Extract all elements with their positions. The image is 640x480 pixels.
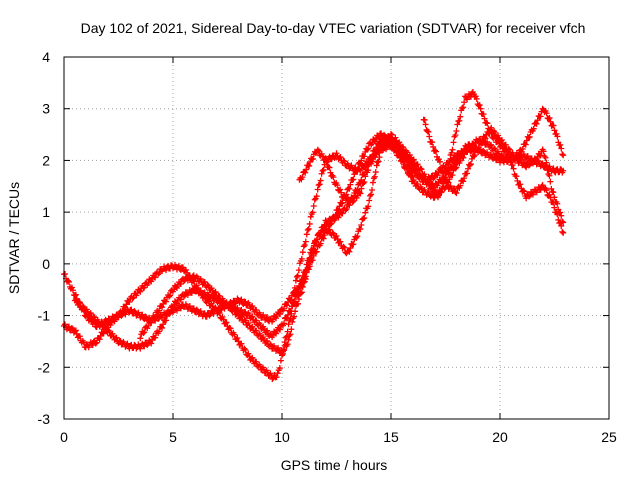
x-axis: 0 5 10 15 20 25 xyxy=(60,57,617,445)
y-axis-label: SDTVAR / TECUs xyxy=(6,182,22,294)
y-tick-label: -2 xyxy=(38,359,51,375)
y-tick-label: 1 xyxy=(42,204,50,220)
y-tick-label: -3 xyxy=(38,411,51,427)
y-tick-label: 2 xyxy=(42,152,50,168)
x-axis-label: GPS time / hours xyxy=(281,457,388,473)
data-points xyxy=(61,89,567,382)
x-tick-label: 15 xyxy=(383,429,399,445)
x-tick-label: 20 xyxy=(492,429,508,445)
y-tick-label: -1 xyxy=(38,308,51,324)
y-tick-label: 0 xyxy=(42,256,50,272)
chart-title: Day 102 of 2021, Sidereal Day-to-day VTE… xyxy=(81,20,586,36)
x-tick-label: 10 xyxy=(274,429,290,445)
x-tick-label: 5 xyxy=(169,429,177,445)
plot-frame xyxy=(63,56,610,420)
plus-markers xyxy=(61,140,567,331)
series-track-4 xyxy=(61,140,567,331)
series-track-6 xyxy=(420,116,567,226)
y-tick-label: 4 xyxy=(42,49,50,65)
plus-markers xyxy=(420,116,567,226)
x-tick-label: 25 xyxy=(601,429,617,445)
x-tick-label: 0 xyxy=(60,429,68,445)
y-tick-label: 3 xyxy=(42,101,50,117)
